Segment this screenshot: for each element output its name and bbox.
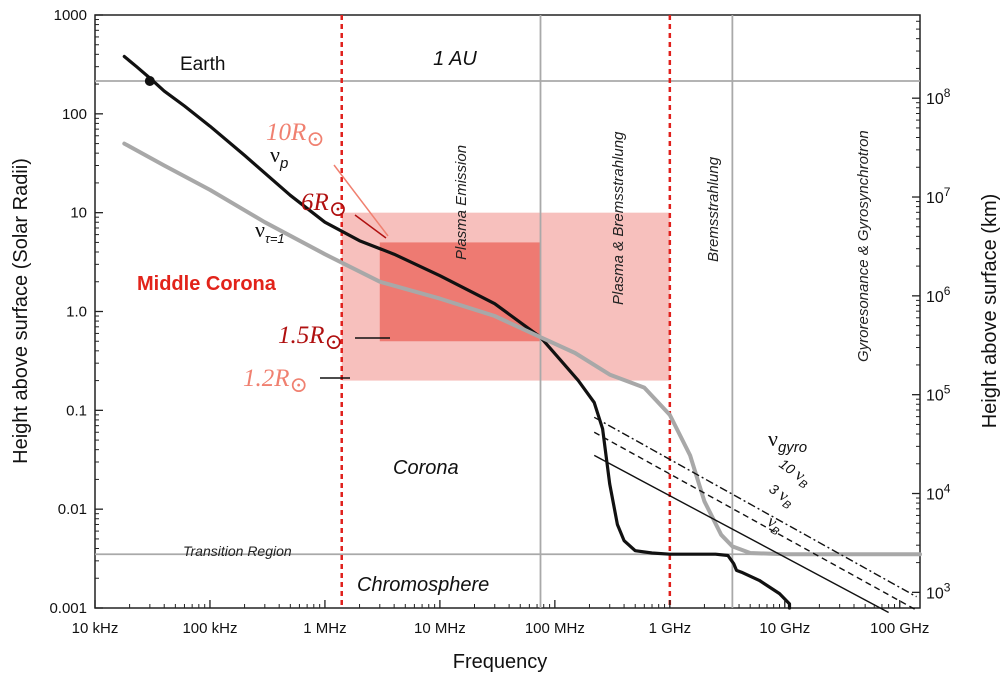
y2-tick-label: 105 xyxy=(926,383,951,405)
transition-region-label: Transition Region xyxy=(183,543,292,559)
callout-15r: 1.5R⊙ xyxy=(278,322,390,354)
y-tick-label: 1.0 xyxy=(66,304,87,321)
svg-text:1.2R⊙: 1.2R⊙ xyxy=(243,365,308,397)
nu-tau-label: ντ=1 xyxy=(255,217,285,246)
callout-6r: 6R⊙ xyxy=(301,189,387,239)
series-line-0 xyxy=(122,54,792,610)
earth-point xyxy=(144,75,155,86)
y-tick-label: 1000 xyxy=(54,7,87,24)
series-line-1 xyxy=(122,141,922,557)
y-tick-label: 0.001 xyxy=(49,600,87,617)
y2-tick-label: 104 xyxy=(926,482,951,504)
nu-b-label: νB xyxy=(762,512,787,539)
y2-tick-label: 103 xyxy=(926,580,951,602)
x-tick-label: 10 GHz xyxy=(759,620,810,637)
gyro-line-2 xyxy=(593,454,889,614)
y-tick-label: 10 xyxy=(70,205,87,222)
x-tick-label: 1 MHz xyxy=(303,620,346,637)
y-tick-label: 0.1 xyxy=(66,402,87,419)
x-tick-label: 100 kHz xyxy=(182,620,237,637)
earth-label: Earth xyxy=(180,54,225,75)
three-nu-b-label: 3νB xyxy=(764,479,799,512)
brems-label: Bremsstrahlung xyxy=(705,156,722,262)
y-axis-label: Height above surface (Solar Radii) xyxy=(10,158,32,464)
gyro-line-0 xyxy=(593,416,917,598)
au-label: 1 AU xyxy=(433,48,477,70)
callout-12r: 1.2R⊙ xyxy=(243,365,350,397)
y2-tick-label: 108 xyxy=(926,86,951,108)
plasma-brems-label: Plasma & Bremsstrahlung xyxy=(610,131,627,305)
corona-label: Corona xyxy=(393,457,459,479)
y2-tick-label: 106 xyxy=(926,284,951,306)
y2-axis-label: Height above surface (km) xyxy=(979,194,1001,429)
nu-gyro-label: νgyro xyxy=(768,426,807,456)
y-tick-label: 0.01 xyxy=(58,501,87,518)
svg-text:1.5R⊙: 1.5R⊙ xyxy=(278,322,343,354)
middle-corona-label: Middle Corona xyxy=(137,273,277,295)
y-tick-label: 100 xyxy=(62,106,87,123)
svg-text:10R⊙: 10R⊙ xyxy=(266,119,325,151)
gyro-line-1 xyxy=(593,431,917,611)
x-axis-label: Frequency xyxy=(453,651,548,673)
y2-tick-label: 107 xyxy=(926,185,951,207)
x-tick-label: 10 MHz xyxy=(414,620,466,637)
gyro-label: Gyroresonance & Gyrosynchrotron xyxy=(855,130,872,362)
chromosphere-label: Chromosphere xyxy=(357,574,489,596)
svg-text:6R⊙: 6R⊙ xyxy=(301,189,347,221)
tick-layer: 10 kHz 100 kHz 1 MHz 10 MHz 100 MHz 1 GHz 10 G… xyxy=(49,7,950,637)
callout-10r: 10R⊙ xyxy=(266,119,389,237)
x-tick-label: 100 MHz xyxy=(525,620,585,637)
x-tick-label: 1 GHz xyxy=(649,620,692,637)
x-tick-label: 10 kHz xyxy=(72,620,119,637)
nu-p-label: νp xyxy=(270,142,288,172)
series-layer xyxy=(122,54,922,614)
x-tick-label: 100 GHz xyxy=(870,620,929,637)
plasma-emission-label: Plasma Emission xyxy=(453,145,470,260)
